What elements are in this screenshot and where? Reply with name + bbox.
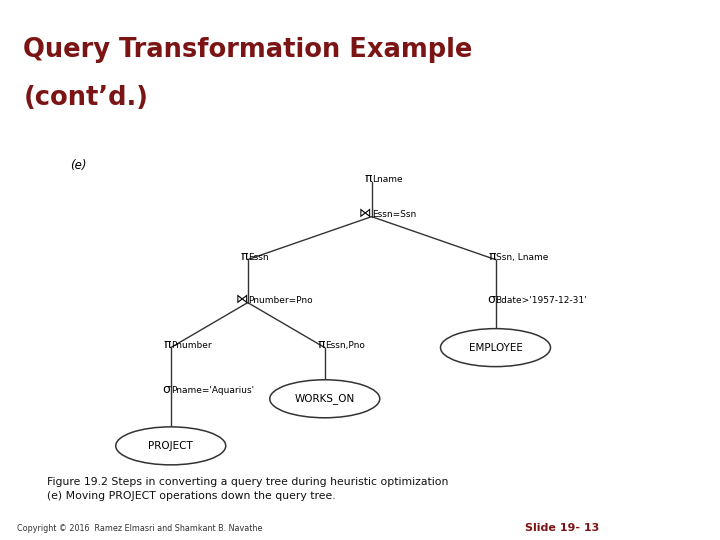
- Text: Pnumber=Pno: Pnumber=Pno: [248, 295, 312, 305]
- Text: EMPLOYEE: EMPLOYEE: [469, 342, 523, 353]
- Text: σ: σ: [163, 383, 171, 396]
- Text: Ssn, Lname: Ssn, Lname: [495, 253, 548, 261]
- Text: Query Transformation Example: Query Transformation Example: [24, 37, 473, 63]
- Text: Pname='Aquarius': Pname='Aquarius': [171, 386, 254, 395]
- Ellipse shape: [441, 329, 551, 367]
- Text: (cont’d.): (cont’d.): [24, 85, 148, 111]
- Text: WORKS_ON: WORKS_ON: [294, 393, 355, 404]
- Text: π: π: [163, 338, 171, 350]
- Text: π: π: [488, 249, 495, 262]
- Ellipse shape: [270, 380, 379, 418]
- Text: ⋈: ⋈: [359, 207, 372, 220]
- Text: Bdate>'1957-12-31': Bdate>'1957-12-31': [495, 295, 587, 305]
- Text: Figure 19.2 Steps in converting a query tree during heuristic optimization
(e) M: Figure 19.2 Steps in converting a query …: [47, 477, 449, 501]
- Text: ⋈: ⋈: [235, 293, 248, 306]
- Text: (e): (e): [71, 159, 87, 172]
- Text: Copyright © 2016  Ramez Elmasri and Shamkant B. Navathe: Copyright © 2016 Ramez Elmasri and Shamk…: [17, 524, 262, 532]
- Text: π: π: [318, 338, 325, 350]
- Text: Lname: Lname: [372, 175, 402, 184]
- Text: Essn,Pno: Essn,Pno: [325, 341, 364, 349]
- Text: π: π: [364, 172, 372, 185]
- Text: Essn: Essn: [248, 253, 269, 261]
- Text: Pnumber: Pnumber: [171, 341, 212, 349]
- Ellipse shape: [116, 427, 226, 465]
- Text: PROJECT: PROJECT: [148, 441, 193, 451]
- Text: Essn=Ssn: Essn=Ssn: [372, 210, 416, 219]
- Text: π: π: [240, 249, 248, 262]
- Text: Slide 19- 13: Slide 19- 13: [525, 523, 599, 532]
- Text: σ: σ: [487, 293, 495, 306]
